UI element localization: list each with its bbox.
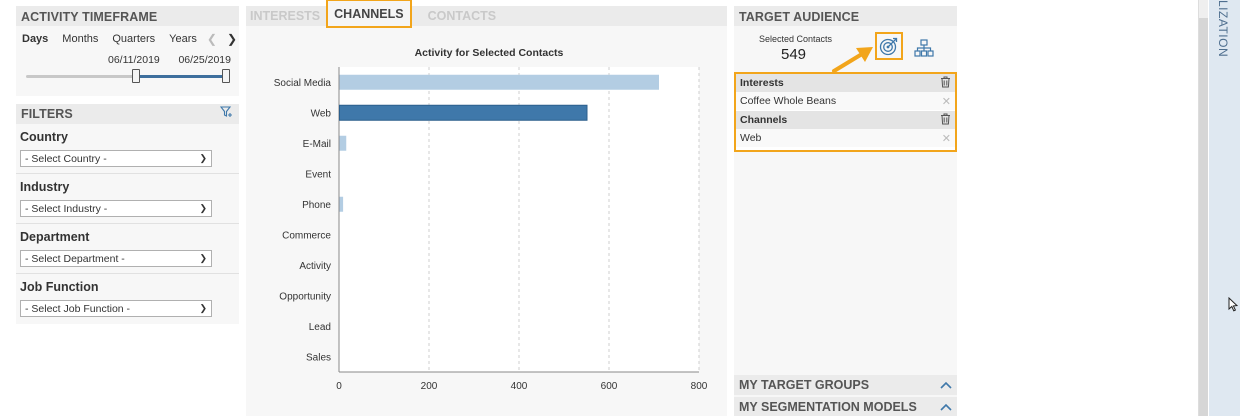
filter-country: Country - Select Country - ❯ [16, 124, 239, 174]
criteria-item: Coffee Whole Beans ✕ [736, 92, 955, 110]
audience-title: TARGET AUDIENCE [739, 10, 860, 24]
criteria-group-interests: Interests [736, 74, 955, 92]
x-tick-label: 400 [511, 381, 528, 392]
chevron-left-icon[interactable]: ❮ [206, 32, 217, 46]
criteria-item: Web ✕ [736, 129, 955, 147]
y-tick-label: Activity [299, 261, 331, 272]
target-icon-button[interactable] [875, 32, 903, 60]
hierarchy-icon [914, 39, 934, 57]
selection-criteria: Interests Coffee Whole Beans ✕ Channels … [734, 72, 957, 152]
chevron-down-icon: ❯ [199, 253, 207, 263]
arrow-annotation-icon [832, 47, 873, 73]
filter-industry: Industry - Select Industry - ❯ [16, 174, 239, 224]
y-tick-label: Web [311, 108, 332, 119]
center-tabs: INTERESTS CHANNELS CONTACTS [246, 0, 727, 28]
y-tick-label: E-Mail [303, 139, 331, 150]
chevron-up-icon [940, 378, 952, 392]
activity-timeframe-panel: ACTIVITY TIMEFRAME Days Months Quarters … [16, 6, 265, 96]
add-filter-icon[interactable] [219, 105, 234, 123]
timeframe-tabs: Days Months Quarters Years ❮ ❯ ○○○ [16, 26, 265, 46]
mouse-cursor-icon [1228, 297, 1238, 312]
country-select[interactable]: - Select Country - ❯ [20, 150, 212, 167]
bar-phone [339, 196, 344, 212]
tab-months[interactable]: Months [62, 33, 99, 45]
department-select[interactable]: - Select Department - ❯ [20, 250, 212, 267]
activity-bar-chart: Activity for Selected Contacts 0 200 400 600… [274, 47, 708, 392]
filter-job-function: Job Function - Select Job Function - ❯ [16, 274, 239, 323]
accordion-my-target-groups[interactable]: MY TARGET GROUPS [734, 375, 957, 395]
tab-quarters[interactable]: Quarters [112, 33, 156, 45]
y-tick-label: Sales [306, 352, 331, 363]
bar-web [339, 104, 588, 121]
y-tick-label: Event [305, 169, 331, 180]
tab-interests[interactable]: INTERESTS [250, 9, 321, 23]
x-tick-label: 0 [336, 381, 342, 392]
chevron-down-icon: ❯ [199, 303, 207, 313]
tab-years[interactable]: Years [169, 33, 197, 45]
x-tick-label: 600 [601, 381, 618, 392]
accordion-my-segmentation-models[interactable]: MY SEGMENTATION MODELS [734, 397, 957, 416]
visualization-side-tab[interactable] [1209, 0, 1240, 416]
start-date: 06/11/2019 [108, 54, 160, 66]
visualization-tab-label: LIZATION [1216, 0, 1230, 58]
scrollbar-thumb[interactable] [1199, 18, 1208, 416]
bar-social-media [339, 74, 659, 90]
criteria-group-channels: Channels [736, 111, 955, 129]
chevron-right-icon[interactable]: ❯ [226, 32, 238, 46]
tab-channels[interactable]: CHANNELS [326, 0, 412, 28]
remove-icon[interactable]: ✕ [941, 132, 951, 145]
filter-department: Department - Select Department - ❯ [16, 224, 239, 274]
slider-start-handle[interactable] [132, 69, 140, 83]
chevron-down-icon: ❯ [199, 153, 207, 163]
target-icon [879, 37, 898, 56]
filters-panel: FILTERS Country - Select Country - ❯ Indu… [16, 104, 239, 324]
selected-contacts-count: 549 [781, 46, 807, 63]
y-tick-label: Commerce [282, 230, 331, 241]
hierarchy-icon-button[interactable] [910, 34, 938, 62]
trash-icon[interactable] [940, 113, 951, 128]
scrollbar[interactable] [1198, 0, 1208, 416]
x-tick-label: 200 [421, 381, 438, 392]
industry-select[interactable]: - Select Industry - ❯ [20, 200, 212, 217]
bar-e-mail [339, 135, 347, 151]
y-tick-label: Social Media [274, 78, 332, 89]
chevron-down-icon: ❯ [199, 203, 207, 213]
filters-title: FILTERS [21, 107, 73, 121]
trash-icon[interactable] [940, 76, 951, 91]
chart-title: Activity for Selected Contacts [415, 47, 564, 59]
slider-end-handle[interactable] [222, 69, 230, 83]
activity-panel: INTERESTS CHANNELS CONTACTS Activity for… [246, 0, 727, 416]
remove-icon[interactable]: ✕ [941, 95, 951, 108]
tab-contacts[interactable]: CONTACTS [427, 9, 497, 23]
job-function-select[interactable]: - Select Job Function - ❯ [20, 300, 212, 317]
timeframe-title: ACTIVITY TIMEFRAME [21, 10, 158, 24]
y-tick-label: Opportunity [279, 291, 331, 302]
selected-contacts-label: Selected Contacts [759, 34, 833, 44]
x-tick-label: 800 [691, 381, 708, 392]
y-tick-label: Phone [302, 200, 331, 211]
end-date: 06/25/2019 [178, 54, 231, 66]
y-tick-label: Lead [309, 322, 331, 333]
date-range-slider[interactable] [24, 68, 231, 84]
target-audience-panel: TARGET AUDIENCE Selected Contacts 549 In… [734, 6, 957, 416]
chevron-up-icon [940, 400, 952, 414]
tab-days[interactable]: Days [22, 33, 49, 45]
